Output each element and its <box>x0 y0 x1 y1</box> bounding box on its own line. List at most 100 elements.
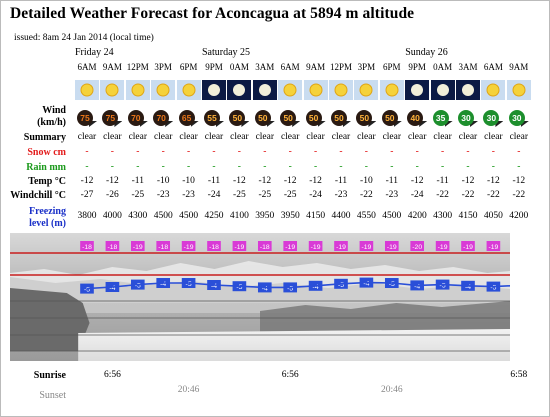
wind-speed: 30 <box>508 110 525 126</box>
rain-cell: - <box>110 162 114 172</box>
sunset-time: 20:46 <box>380 385 403 395</box>
wind-label-text: Wind <box>42 105 66 116</box>
wind-label: Wind (km/h) <box>0 105 66 129</box>
sunset-time: 20:46 <box>177 385 200 395</box>
freezing-level-chart: -18 -18 -19 -18 -19 -18 -19 -18 -19 -19 -19 -19 -19 -… <box>10 233 510 361</box>
sunrise-time: 6:58 <box>510 370 528 380</box>
wind-speed: 50 <box>381 110 398 126</box>
hours-cell: 12PM <box>126 62 149 72</box>
snow-cell: - <box>85 147 89 157</box>
hours-cell: 9AM <box>509 62 529 72</box>
upper-level-badge: -19 <box>435 241 450 251</box>
svg-text:-19: -19 <box>488 244 498 251</box>
svg-text:-5: -5 <box>287 286 294 293</box>
temp-cell: -12 <box>80 176 94 186</box>
page-title: Detailed Weather Forecast for Aconcagua … <box>10 5 415 22</box>
sun-icon <box>354 80 379 100</box>
sun-icon <box>100 80 125 100</box>
svg-text:-18: -18 <box>82 244 92 251</box>
day-header: Saturday 25 <box>202 47 251 58</box>
wind-badge: 50 <box>356 110 377 127</box>
hours-cell: 6AM <box>280 62 300 72</box>
snow-cell: - <box>110 147 114 157</box>
summary-cell: clear <box>153 132 173 142</box>
wind-badge: 50 <box>229 110 250 127</box>
hours-cell: 6AM <box>483 62 503 72</box>
sun-icon <box>75 80 99 100</box>
windchill-cell: -24 <box>410 190 424 200</box>
wind-speed: 55 <box>204 110 220 126</box>
upper-level-badge: -18 <box>207 241 221 251</box>
temp-cell: -11 <box>436 176 449 186</box>
upper-level-badge: -18 <box>80 241 94 251</box>
wind-badge: 70 <box>127 110 148 127</box>
freezing-cell: 3800 <box>77 211 97 221</box>
svg-text:-4: -4 <box>465 284 472 291</box>
svg-text:-18: -18 <box>158 244 168 251</box>
summary-label: Summary <box>23 132 66 143</box>
windchill-label: Windchill °C <box>10 190 66 201</box>
wind-arrow-icon <box>292 121 301 127</box>
windchill-cell: -24 <box>309 190 322 200</box>
wind-speed: 65 <box>178 110 195 126</box>
svg-text:-5: -5 <box>186 281 193 288</box>
temp-cell: -12 <box>106 176 119 186</box>
upper-level-badge: -19 <box>308 241 323 251</box>
wind-badge: 75 <box>77 110 97 127</box>
freezing-cell: 4100 <box>229 211 249 221</box>
svg-text:-18: -18 <box>209 244 219 251</box>
windchill-cell: -22 <box>461 190 475 200</box>
wind-badge: 75 <box>102 110 123 127</box>
wind-arrow-icon <box>520 121 529 127</box>
sun-icon <box>151 80 176 100</box>
moon-icon <box>456 80 480 100</box>
wind-speed: 50 <box>229 110 246 126</box>
freezing-cell: 4050 <box>483 211 503 221</box>
freezing-label-text: Freezing <box>28 206 66 217</box>
moon-icon <box>405 80 430 100</box>
sunset-label: Sunset <box>39 390 66 401</box>
wind-arrow-icon <box>495 121 504 127</box>
sun-icon <box>329 80 353 100</box>
freezing-level-label: Freezing level (m) <box>0 206 66 230</box>
svg-text:-4: -4 <box>160 281 167 288</box>
wind-arrow-icon <box>393 121 402 127</box>
sun-icon <box>379 80 404 100</box>
rain-cell: - <box>85 162 89 172</box>
freezing-cell: 3950 <box>280 211 300 221</box>
windchill-cell: -22 <box>487 190 500 200</box>
wind-speed: 50 <box>305 110 322 126</box>
rain-cell: - <box>415 162 419 172</box>
moon-icon <box>202 80 226 100</box>
upper-level-badge: -19 <box>181 241 196 251</box>
rain-cell: - <box>263 162 267 172</box>
hours-cell: 0AM <box>433 62 453 72</box>
hours-cell: 9AM <box>306 62 326 72</box>
upper-level-badge: -19 <box>384 241 399 251</box>
temp-cell: -12 <box>461 176 475 186</box>
windchill-cell: -22 <box>512 190 526 200</box>
freezing-cell: 3950 <box>255 211 275 221</box>
wind-arrow-icon <box>444 121 453 127</box>
wind-badge: 40 <box>407 110 428 127</box>
wind-arrow-icon <box>470 121 478 127</box>
temp-cell: -11 <box>334 176 348 186</box>
freezing-level-line <box>86 281 510 290</box>
wind-badge: 70 <box>153 110 174 127</box>
summary-cell: clear <box>280 132 300 142</box>
upper-level-badge: -19 <box>283 241 298 251</box>
freezing-cell: 4500 <box>382 211 402 221</box>
wind-speed: 50 <box>356 110 373 126</box>
snow-cell: - <box>314 147 318 157</box>
wind-speed: 30 <box>483 110 500 126</box>
summary-cell: clear <box>433 132 452 142</box>
windchill-cell: -23 <box>385 190 399 200</box>
summary-cell: clear <box>331 132 351 142</box>
sun-icon <box>278 80 303 100</box>
summary-cell: clear <box>407 132 427 142</box>
rain-cell: - <box>237 162 241 172</box>
moon-icon <box>252 80 277 100</box>
svg-text:-4: -4 <box>414 284 421 291</box>
upper-level-badge: -19 <box>334 241 348 251</box>
svg-text:-5: -5 <box>135 283 142 290</box>
